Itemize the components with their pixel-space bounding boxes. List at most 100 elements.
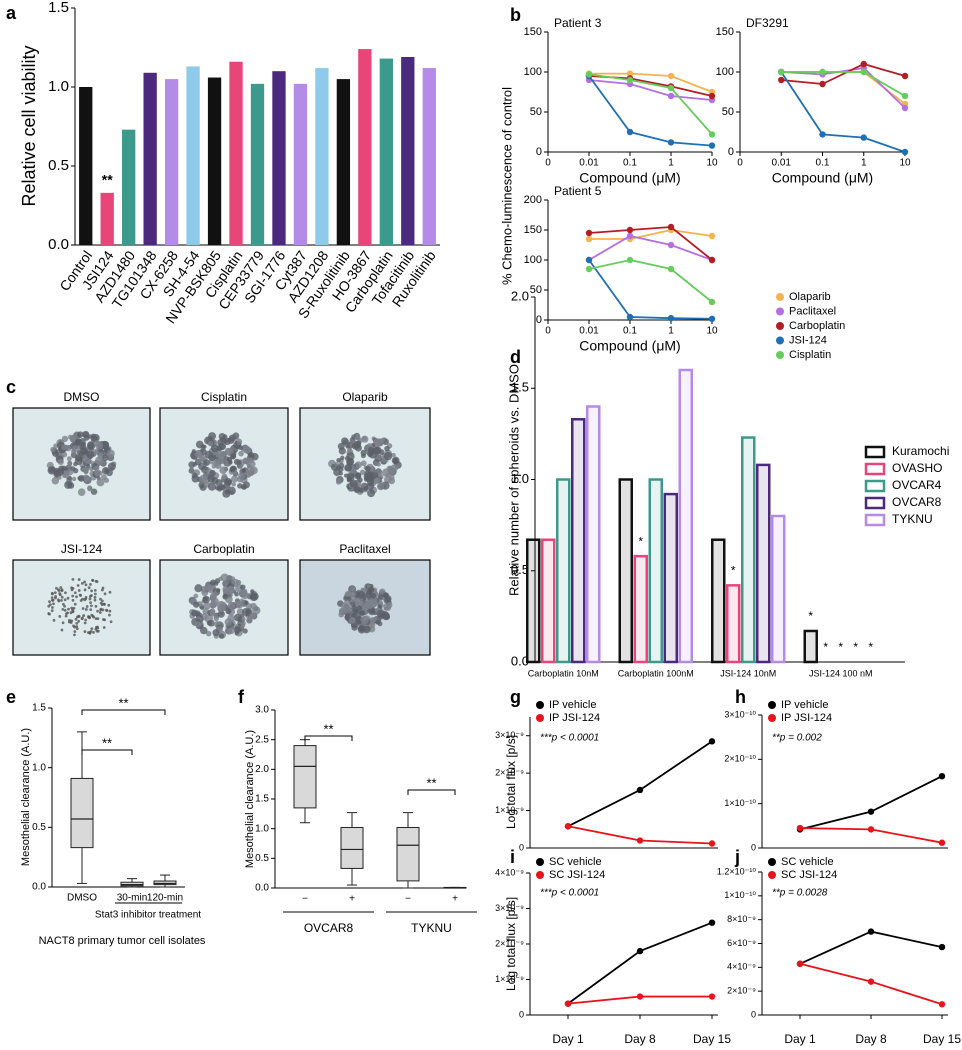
cell	[102, 626, 106, 629]
cell	[89, 583, 92, 586]
x-tick-label: Carboplatin 100nM	[618, 668, 694, 678]
cell	[57, 598, 60, 602]
cell	[249, 466, 258, 475]
cell	[334, 462, 339, 467]
bar	[586, 405, 601, 664]
cell	[362, 435, 367, 441]
cell	[70, 435, 76, 442]
point	[636, 993, 644, 1000]
y-axis-label: Log total flux [p/s]	[504, 897, 518, 991]
cell	[250, 589, 255, 594]
y-tick-label: 2×10⁻⁹	[727, 986, 756, 996]
legend-marker	[776, 322, 784, 330]
cell	[60, 598, 63, 602]
x-tick-label: JSI-124 100 nM	[809, 668, 873, 678]
cell	[88, 595, 92, 598]
cell	[99, 608, 102, 612]
point	[938, 943, 946, 951]
cell	[360, 460, 367, 467]
y-axis-label: % Chemo-luminescence of control	[499, 87, 514, 285]
cell	[96, 609, 100, 613]
panel-label: i	[510, 847, 515, 867]
cell	[344, 473, 349, 478]
cell	[242, 589, 247, 594]
legend-marker	[864, 462, 886, 476]
y-tick-label: 1.5	[511, 380, 529, 395]
x-tick-label: Day 8	[855, 1032, 887, 1046]
box	[396, 826, 420, 882]
cell	[386, 602, 393, 609]
cell	[90, 488, 98, 495]
y-tick-label: 1.0	[32, 762, 46, 773]
point	[667, 223, 675, 231]
point	[626, 226, 634, 234]
y-tick-label: 2.5	[255, 734, 269, 745]
box	[293, 745, 317, 809]
cell	[73, 625, 77, 629]
series-line	[588, 235, 713, 261]
cell	[346, 441, 354, 449]
cell	[378, 594, 383, 600]
y-tick-label: 3×10⁻⁹	[495, 903, 524, 913]
cell	[85, 605, 89, 608]
cell	[57, 458, 64, 466]
series-line	[588, 73, 713, 135]
point	[901, 148, 909, 156]
cell	[211, 477, 219, 484]
series-line	[781, 63, 906, 85]
cell	[218, 484, 225, 491]
y-tick-label: 2×10⁻⁹	[495, 938, 524, 948]
y-tick-label: 3×10⁻⁹	[495, 730, 524, 740]
bar	[272, 71, 286, 245]
cell	[249, 612, 256, 619]
cell	[78, 474, 85, 482]
cell	[338, 447, 346, 455]
cell	[67, 462, 72, 467]
point	[708, 298, 716, 306]
y-tick-label: 100	[716, 66, 734, 78]
legend-marker	[864, 479, 886, 493]
annotation: ***p < 0.0001	[540, 733, 599, 744]
cell	[53, 443, 59, 449]
point	[564, 1000, 572, 1007]
legend-label: SC vehicle	[549, 856, 602, 868]
cell	[81, 616, 84, 620]
y-tick-label: 1.5	[255, 794, 269, 805]
x-tick-label: +	[452, 894, 458, 905]
cell	[76, 615, 79, 619]
y-axis-label: Relative number of spheroids vs. DMSO	[506, 364, 521, 596]
bar	[571, 418, 586, 664]
y-tick-label: 50	[722, 106, 734, 118]
cell	[66, 596, 70, 600]
y-axis-label: Log total flux [p/s]	[504, 735, 518, 829]
legend-label: Cisplatin	[789, 349, 831, 361]
cell	[205, 630, 212, 637]
bar	[678, 368, 693, 664]
bar	[293, 83, 308, 245]
y-tick-label: 1×10⁻⁹	[495, 974, 524, 984]
cell	[96, 629, 100, 633]
point	[938, 1001, 946, 1008]
cell	[248, 457, 255, 464]
cell	[223, 481, 231, 490]
x-tick-label: Day 1	[784, 1032, 816, 1046]
cell	[392, 459, 398, 464]
cell	[75, 438, 83, 446]
annotation: ***p < 0.0001	[540, 888, 599, 899]
bracket-label: **	[426, 775, 436, 790]
cell	[63, 472, 70, 479]
cell	[53, 591, 57, 595]
point	[867, 826, 875, 833]
point	[867, 928, 875, 935]
cell	[341, 437, 349, 445]
series-line	[589, 229, 713, 240]
cell	[366, 482, 375, 491]
bar	[726, 584, 741, 664]
point	[708, 131, 716, 138]
cell	[216, 600, 226, 610]
y-tick-label: 0.5	[48, 157, 69, 174]
cell	[77, 488, 86, 496]
y-tick-label: 1×10⁻¹⁰	[724, 890, 756, 900]
cell	[354, 434, 361, 441]
